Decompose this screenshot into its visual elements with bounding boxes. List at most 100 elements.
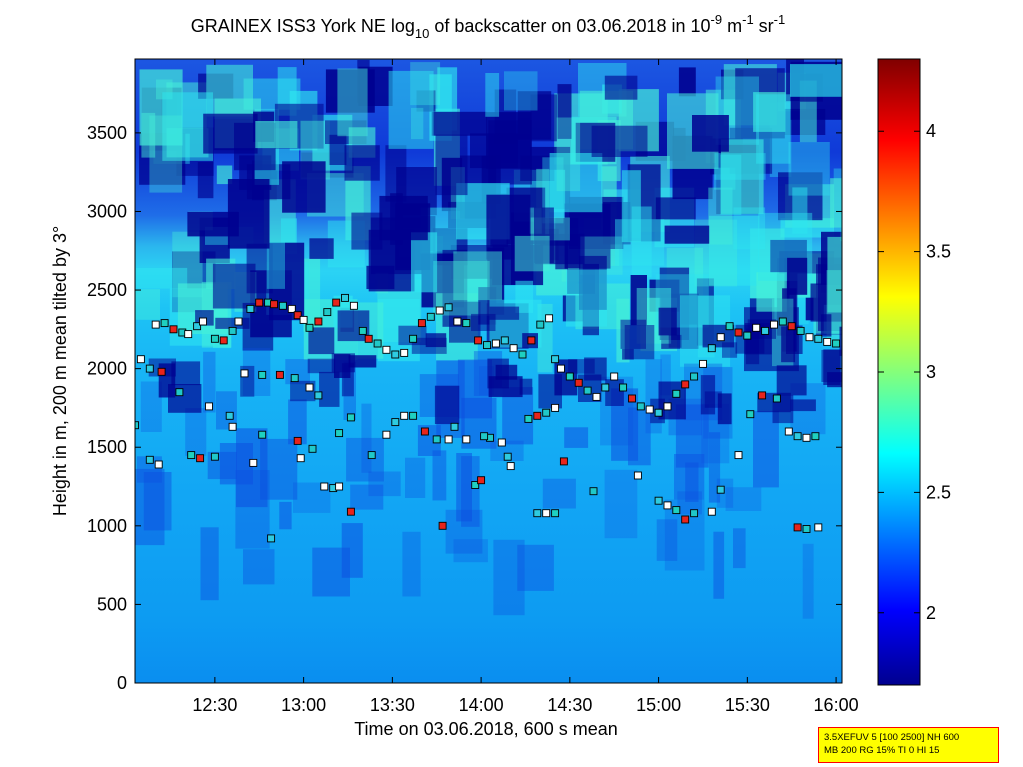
marker-point	[346, 413, 355, 422]
marker-point	[654, 496, 663, 505]
marker-point	[136, 355, 145, 364]
marker-point	[320, 482, 329, 491]
texture-patch	[733, 528, 746, 569]
marker-point	[477, 476, 486, 485]
texture-patch	[260, 438, 298, 500]
marker-point	[314, 317, 323, 326]
y-tick-label: 0	[117, 673, 127, 693]
marker-point	[814, 523, 823, 532]
marker-point	[391, 350, 400, 359]
texture-patch	[143, 472, 172, 531]
marker-point	[497, 438, 506, 447]
marker-point	[536, 320, 545, 329]
marker-point	[636, 402, 645, 411]
texture-patch	[839, 326, 842, 356]
texture-patch	[219, 443, 253, 485]
texture-patch	[605, 379, 624, 406]
texture-patch	[792, 187, 808, 234]
marker-point	[225, 411, 234, 420]
marker-point	[784, 427, 793, 436]
texture-patch	[470, 133, 518, 169]
marker-point	[246, 304, 255, 313]
marker-point	[802, 525, 811, 533]
marker-point	[382, 345, 391, 354]
marker-point	[500, 336, 509, 345]
texture-patch	[435, 134, 468, 196]
marker-point	[335, 482, 344, 491]
colorbar-tick-label: 3	[926, 362, 936, 382]
texture-patch	[788, 142, 830, 196]
marker-point	[574, 378, 583, 387]
colorbar-tick-label: 2.5	[926, 482, 951, 502]
marker-point	[145, 455, 154, 464]
colorbar-tick-label: 2	[926, 603, 936, 623]
texture-patch	[660, 354, 671, 396]
marker-point	[240, 369, 249, 378]
y-tick-label: 3500	[87, 123, 127, 143]
texture-patch	[658, 307, 677, 336]
marker-point	[453, 317, 462, 326]
texture-patch	[487, 358, 509, 389]
texture-patch	[255, 121, 298, 149]
texture-patch	[288, 399, 307, 445]
marker-point	[160, 319, 169, 328]
marker-point	[305, 383, 314, 392]
marker-point	[645, 405, 654, 414]
texture-patch	[341, 523, 363, 578]
marker-point	[533, 411, 542, 420]
texture-patch	[677, 491, 702, 515]
texture-patch	[243, 549, 275, 585]
marker-point	[400, 348, 409, 357]
marker-point	[373, 339, 382, 348]
texture-patch	[717, 393, 732, 425]
texture-patch	[453, 539, 488, 563]
texture-patch	[753, 92, 786, 132]
texture-patch	[725, 487, 762, 511]
marker-point	[293, 436, 302, 445]
texture-patch	[733, 207, 766, 250]
marker-point	[533, 509, 542, 518]
texture-patch	[678, 67, 696, 97]
marker-point	[589, 487, 598, 496]
x-tick-label: 13:30	[370, 695, 415, 715]
texture-patch	[344, 145, 380, 181]
texture-patch	[720, 154, 742, 215]
marker-point	[278, 301, 287, 310]
marker-point	[184, 330, 193, 339]
texture-patch	[432, 450, 447, 501]
heatmap-area	[134, 58, 843, 684]
texture-patch	[266, 242, 285, 289]
marker-point	[832, 339, 841, 348]
x-axis-label: Time on 03.06.2018, 600 s mean	[354, 719, 618, 739]
texture-patch	[802, 543, 814, 619]
marker-point	[619, 383, 628, 392]
marker-point	[752, 323, 761, 332]
texture-patch	[361, 403, 372, 473]
marker-point	[583, 386, 592, 395]
marker-point	[811, 432, 820, 441]
x-tick-label: 14:30	[547, 695, 592, 715]
marker-point	[672, 389, 681, 398]
texture-patch	[203, 351, 216, 413]
marker-point	[275, 370, 284, 379]
texture-patch	[790, 399, 816, 412]
marker-point	[471, 481, 480, 489]
marker-point	[296, 454, 305, 463]
texture-patch	[519, 378, 533, 395]
marker-point	[805, 333, 814, 342]
texture-patch	[185, 408, 207, 456]
marker-point	[199, 317, 207, 326]
marker-point	[663, 501, 672, 510]
x-tick-label: 15:30	[725, 695, 770, 715]
texture-patch	[604, 469, 638, 539]
marker-point	[267, 534, 276, 543]
texture-patch	[709, 215, 760, 286]
texture-patch	[538, 374, 562, 409]
marker-point	[364, 334, 373, 343]
texture-patch	[215, 317, 250, 329]
marker-point	[187, 451, 196, 460]
x-tick-label: 13:00	[281, 695, 326, 715]
texture-patch	[216, 391, 237, 430]
texture-patch	[790, 64, 842, 97]
